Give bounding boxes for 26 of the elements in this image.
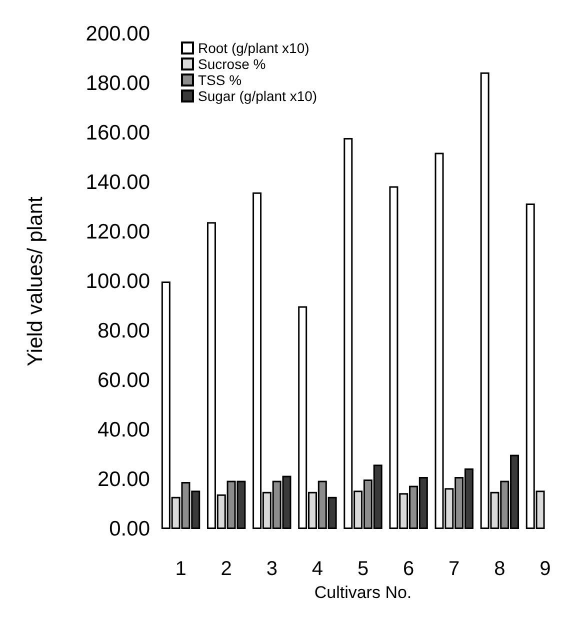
x-tick-label: 6 [402,558,414,580]
y-axis-title: Yield values/ plant [24,196,47,366]
x-tick-label: 7 [448,558,460,580]
x-tick-label: 1 [175,558,186,580]
y-tick-label: 20.00 [97,468,150,491]
x-tick-label: 4 [312,558,324,580]
y-tick-label: 140.00 [86,171,150,194]
y-tick-label: 100.00 [86,270,150,293]
y-tick-label: 80.00 [97,320,150,342]
legend-label: Sugar (g/plant x10) [198,88,318,104]
x-tick-label: 3 [266,558,278,580]
y-tick-label: 40.00 [97,418,150,442]
x-tick-label: 8 [494,558,506,580]
y-tick-label: 0.00 [109,518,150,540]
legend-label: Sucrose % [198,56,266,72]
x-tick-label: 2 [220,558,232,580]
legend-label: Root (g/plant x10) [198,40,310,56]
y-tick-label: 60.00 [97,369,150,392]
legend-label: TSS % [198,72,242,88]
x-axis-title: Cultivars No. [314,582,412,602]
y-tick-label: 200.00 [86,22,150,46]
y-tick-label: 160.00 [86,122,150,144]
x-tick-label: 9 [540,558,551,580]
y-tick-label: 120.00 [86,220,150,244]
y-tick-label: 180.00 [86,72,150,95]
x-tick-label: 5 [357,558,369,580]
